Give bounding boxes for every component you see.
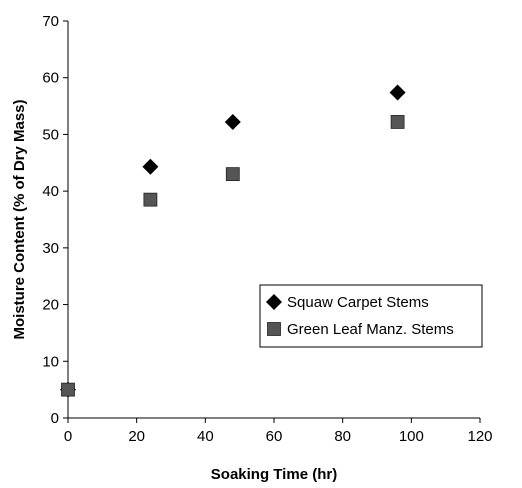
legend-label: Squaw Carpet Stems (287, 294, 429, 311)
x-tick-label: 60 (266, 428, 283, 445)
y-tick-label: 40 (42, 183, 59, 200)
x-tick-label: 0 (64, 428, 72, 445)
y-tick-label: 70 (42, 13, 59, 30)
data-point-green-leaf-manz (143, 192, 158, 207)
data-point-squaw-carpet (224, 113, 241, 130)
legend-box (259, 284, 483, 348)
x-tick-label: 80 (334, 428, 351, 445)
legend: Squaw Carpet Stems Green Leaf Manz. Stems (259, 284, 483, 348)
y-tick-label: 60 (42, 70, 59, 87)
y-tick-label: 10 (42, 353, 59, 370)
legend-label: Green Leaf Manz. Stems (287, 321, 454, 338)
x-tick-label: 20 (128, 428, 145, 445)
data-point-green-leaf-manz (225, 167, 240, 182)
x-tick-label: 100 (399, 428, 424, 445)
y-axis-title: Moisture Content (% of Dry Mass) (11, 99, 28, 339)
legend-marker-squaw-carpet (266, 294, 282, 310)
plot-area (67, 21, 480, 419)
x-axis-title: Soaking Time (hr) (211, 466, 337, 483)
y-tick-label: 30 (42, 240, 59, 257)
data-point-squaw-carpet (389, 84, 406, 101)
x-tick-label: 120 (467, 428, 492, 445)
y-tick-label: 0 (51, 410, 59, 427)
y-tick-label: 50 (42, 126, 59, 143)
y-tick-label: 20 (42, 297, 59, 314)
x-axis-ticks: 0 20 40 60 80 100 120 (64, 418, 493, 445)
data-point-squaw-carpet (142, 158, 159, 175)
data-point-green-leaf-manz (61, 382, 75, 397)
x-tick-label: 40 (197, 428, 214, 445)
data-markers (60, 84, 406, 398)
legend-marker-green-leaf-manz (267, 322, 281, 336)
data-point-green-leaf-manz (390, 115, 405, 129)
y-axis-ticks: 0 10 20 30 40 50 60 70 (42, 13, 68, 427)
